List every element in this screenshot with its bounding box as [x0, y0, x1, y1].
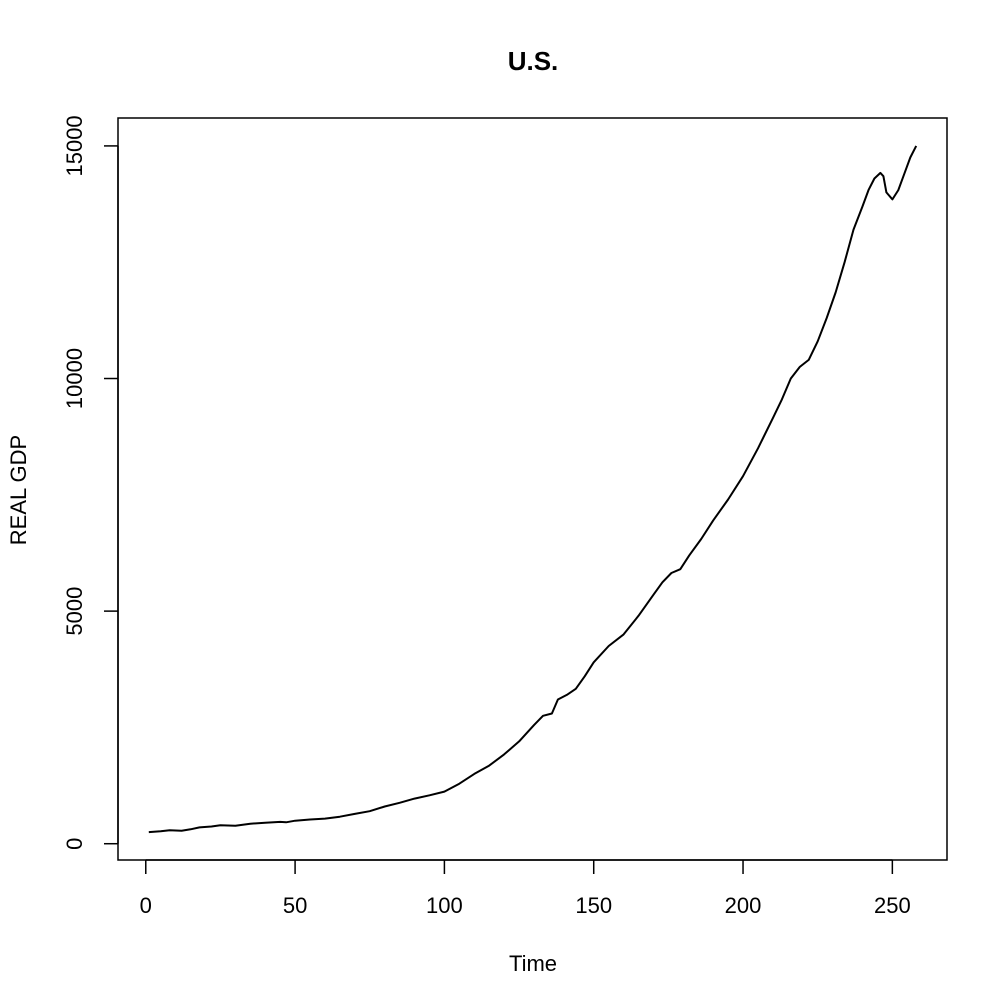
x-tick-label: 50: [283, 893, 307, 918]
x-axis: 0 50 100 150 200 250: [140, 859, 911, 918]
x-tick-label: 200: [725, 893, 762, 918]
y-tick-label: 5000: [62, 587, 87, 636]
chart-title: U.S.: [508, 46, 559, 76]
x-tick-label: 0: [140, 893, 152, 918]
y-axis: 0 5000 10000 15000: [62, 115, 119, 850]
gdp-series-line: [148, 145, 918, 834]
x-tick-label: 100: [426, 893, 463, 918]
x-tick-label: 150: [575, 893, 612, 918]
x-tick-label: 250: [874, 893, 911, 918]
plot-frame: [117, 117, 948, 861]
x-axis-label: Time: [509, 951, 557, 976]
y-tick-label: 15000: [62, 115, 87, 176]
y-axis-label: REAL GDP: [6, 435, 31, 545]
y-tick-label: 0: [62, 838, 87, 850]
y-tick-label: 10000: [62, 348, 87, 409]
